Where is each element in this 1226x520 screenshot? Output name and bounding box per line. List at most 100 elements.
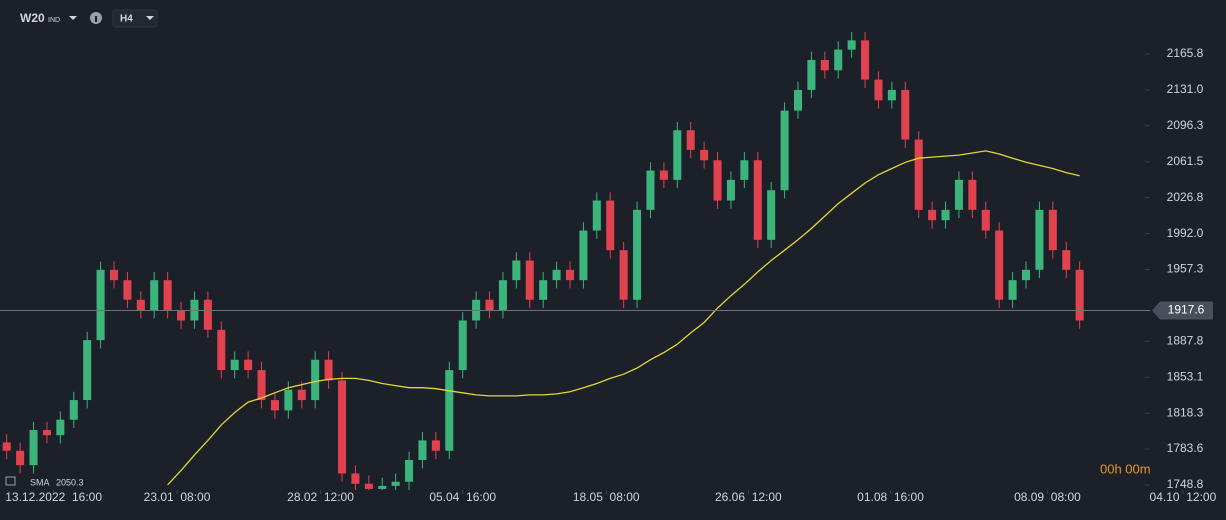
candle-body xyxy=(606,200,615,251)
candle-body xyxy=(914,139,923,210)
current-price-tag xyxy=(1152,301,1213,320)
candle-body xyxy=(1075,269,1084,321)
timeframe: H4 xyxy=(120,14,133,25)
candle-body xyxy=(69,400,78,420)
x-tick-label: 01.08 16:00 xyxy=(857,490,924,504)
x-tick-label: 18.05 08:00 xyxy=(573,490,640,504)
candle-body xyxy=(405,460,414,482)
candle-body xyxy=(874,79,883,101)
symbol-dropdown[interactable] xyxy=(69,16,77,20)
x-tick-label: 26.06 12:00 xyxy=(715,490,782,504)
candle-body xyxy=(418,440,427,461)
y-tick-label: 2061.5 xyxy=(1167,154,1204,168)
y-tick-label: 2096.3 xyxy=(1167,118,1204,132)
legend-icon[interactable] xyxy=(5,476,16,486)
candle-body xyxy=(378,485,387,489)
candle-body xyxy=(713,160,722,201)
candle-body xyxy=(901,89,910,140)
candle-body xyxy=(177,310,186,321)
candle-body xyxy=(592,200,601,231)
y-tick-label: 1818.3 xyxy=(1167,405,1204,419)
candle-body xyxy=(834,49,843,71)
candle-body xyxy=(458,320,467,371)
candle-body xyxy=(740,160,749,180)
candle-body xyxy=(136,299,145,311)
candle-body xyxy=(565,269,575,281)
candle-body xyxy=(29,430,38,466)
candle-body xyxy=(820,59,829,71)
y-tick-label: 1853.1 xyxy=(1167,369,1204,383)
y-tick-label: 1992.0 xyxy=(1167,226,1204,240)
candle-body xyxy=(498,280,507,311)
candle-body xyxy=(646,170,655,210)
candle-body xyxy=(1048,209,1057,251)
candle-body xyxy=(96,269,105,341)
candle-body xyxy=(673,130,682,180)
timeframe-box[interactable] xyxy=(112,9,158,28)
candle-body xyxy=(793,89,803,111)
candle-body xyxy=(941,209,950,221)
candle-body xyxy=(56,419,65,436)
x-tick-label: 08.09 08:00 xyxy=(1014,490,1081,504)
y-tick-label: 1957.3 xyxy=(1167,262,1204,276)
candle-body xyxy=(150,280,159,311)
candle-body xyxy=(887,89,896,101)
candle-body xyxy=(163,280,172,311)
candle-body xyxy=(324,359,333,381)
y-tick-label: 1783.6 xyxy=(1167,441,1204,455)
x-tick-label: 05.04 16:00 xyxy=(429,490,496,504)
timeframe-dropdown[interactable] xyxy=(146,16,154,20)
candle-body xyxy=(485,299,494,311)
candle-body xyxy=(351,473,360,484)
legend: SMA 2050.3 xyxy=(5,476,84,487)
candle-body xyxy=(1035,209,1044,270)
sma-line xyxy=(167,150,1080,486)
current-price-label: 1917.6 xyxy=(1168,303,1205,317)
candle-body xyxy=(861,40,870,80)
candle-body xyxy=(391,481,400,486)
candle-body xyxy=(928,209,937,221)
candle-body xyxy=(780,110,789,191)
candle-body xyxy=(1062,250,1071,270)
candle-body xyxy=(284,389,293,411)
candle-body xyxy=(230,359,239,371)
y-tick-label: 1887.8 xyxy=(1167,334,1204,348)
y-tick-label: 2165.8 xyxy=(1167,46,1204,60)
x-tick-label: 13.12.2022 16:00 xyxy=(5,490,102,504)
candle-body xyxy=(659,170,668,180)
candle-body xyxy=(633,209,642,300)
symbol[interactable]: W20 xyxy=(20,11,45,25)
candle-body xyxy=(847,40,856,50)
candle-body xyxy=(767,190,776,240)
candle-body xyxy=(244,359,253,371)
candle-body xyxy=(726,179,735,201)
toolbar: W20 IND H4 xyxy=(20,9,158,28)
x-tick-label: 28.02 12:00 xyxy=(287,490,354,504)
x-tick-label: 23.01 08:00 xyxy=(144,490,211,504)
info-icon-glyph xyxy=(95,16,97,22)
symbol-type: IND xyxy=(48,17,60,24)
y-tick-label: 2131.0 xyxy=(1167,82,1204,96)
candle-body xyxy=(1008,280,1017,300)
candle-body xyxy=(539,280,548,300)
candle-body xyxy=(217,329,226,371)
x-tick-label: 04.10 12:00 xyxy=(1150,490,1217,504)
candle-body xyxy=(297,389,306,401)
candle-body xyxy=(552,269,561,281)
candle-body xyxy=(257,370,266,401)
candle-body xyxy=(619,250,628,300)
candle-body xyxy=(686,130,695,150)
candle-body xyxy=(270,400,279,411)
candle-body xyxy=(1021,269,1031,281)
candle-body xyxy=(364,483,373,489)
candle-body xyxy=(83,340,92,401)
candle-body xyxy=(203,299,212,330)
candle-body xyxy=(579,230,588,281)
y-tick-label: 1748.8 xyxy=(1167,477,1204,491)
countdown-timer: 00h 00m xyxy=(1100,461,1151,476)
candle-body xyxy=(42,430,51,436)
candle-body xyxy=(954,179,963,210)
candle-body xyxy=(512,260,521,281)
candle-body xyxy=(109,269,119,281)
